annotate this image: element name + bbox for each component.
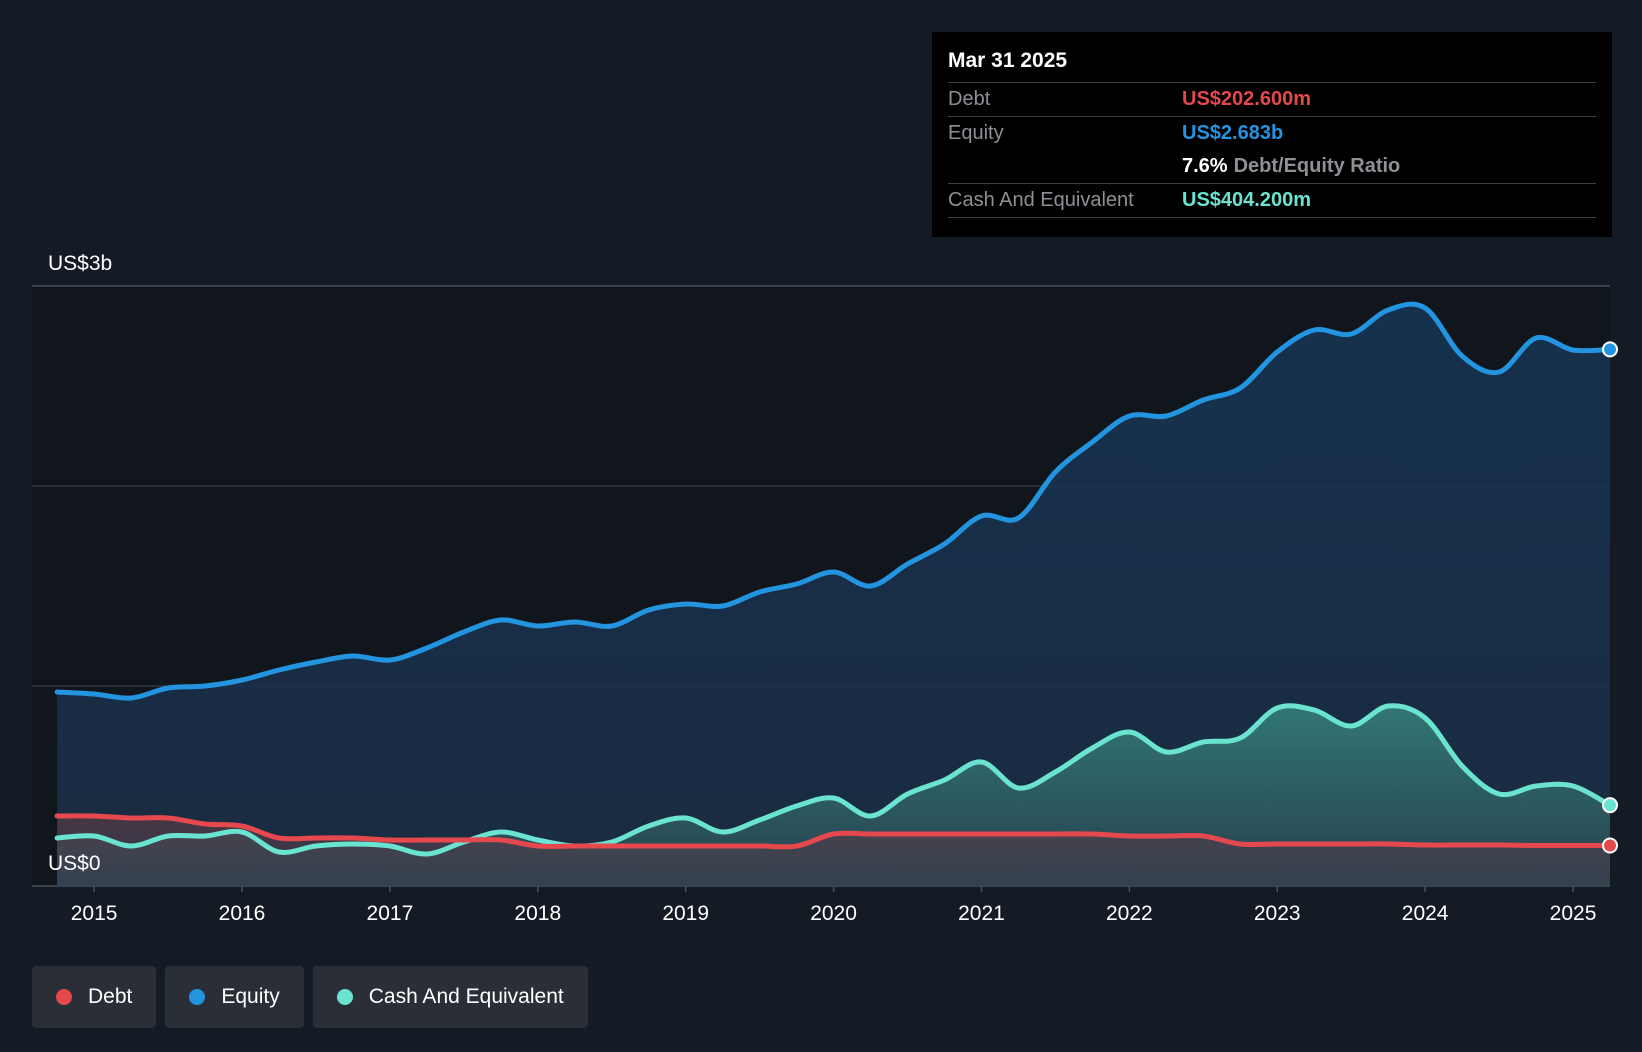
debt-line [54, 813, 1613, 850]
debt-dot-icon [56, 989, 72, 1005]
tooltip-cash-row: Cash And Equivalent US$404.200m [948, 184, 1596, 218]
equity-dot-icon [189, 989, 206, 1005]
x-tick-label: 2024 [1402, 902, 1449, 925]
x-axis-ticks: 2015 2016 2017 2018 2019 2020 2021 2022 2023 2024… [71, 886, 1597, 925]
y-axis-bottom-label: US$0 [48, 852, 101, 875]
debt-area [57, 815, 1611, 886]
tooltip-date: Mar 31 2025 [948, 46, 1596, 83]
x-tick-label: 2017 [367, 902, 414, 925]
equity-end-marker [1602, 341, 1618, 358]
series-lines [54, 301, 1613, 857]
tooltip-equity-label: Equity [948, 122, 1004, 144]
legend-label-equity: Equity [221, 985, 280, 1008]
legend-label-cash: Cash And Equivalent [368, 985, 564, 1008]
legend-item-cash[interactable]: Cash And Equivalent [312, 966, 588, 1028]
tooltip-equity-row: Equity US$2.683b [948, 117, 1596, 150]
chart-legend: Debt Equity Cash And Equivalent [32, 966, 588, 1028]
tooltip-cash-label: Cash And Equivalent [948, 189, 1134, 211]
cash-dot-icon [336, 989, 353, 1005]
x-tick-label: 2023 [1254, 902, 1301, 925]
x-tick-label: 2022 [1106, 902, 1153, 925]
x-tick-label: 2021 [958, 902, 1005, 925]
cash-line [54, 703, 1613, 857]
x-tick-label: 2016 [219, 902, 266, 925]
legend-item-equity[interactable]: Equity [165, 966, 304, 1028]
tooltip-cash-value: US$404.200m [1182, 189, 1311, 211]
tooltip-ratio-row: 7.6% Debt/Equity Ratio [948, 150, 1596, 184]
legend-label-debt: Debt [88, 985, 133, 1008]
equity-line [54, 301, 1613, 701]
debt-end-marker [1602, 837, 1618, 854]
x-tick-label: 2020 [810, 902, 857, 925]
cash-end-marker [1602, 797, 1618, 814]
tooltip-debt-label: Debt [948, 88, 991, 110]
data-tooltip: Mar 31 2025 Debt US$202.600m Equity US$2… [932, 32, 1612, 237]
tooltip-debt-value: US$202.600m [1182, 88, 1311, 110]
tooltip-ratio-label: Debt/Equity Ratio [1233, 155, 1401, 177]
x-tick-label: 2025 [1550, 902, 1597, 925]
legend-item-debt[interactable]: Debt [32, 966, 157, 1028]
tooltip-ratio-value: 7.6% [1182, 155, 1228, 177]
x-tick-label: 2019 [662, 902, 709, 925]
tooltip-equity-value: US$2.683b [1182, 122, 1284, 144]
y-axis-top-label: US$3b [48, 252, 112, 275]
x-tick-label: 2018 [514, 902, 561, 925]
tooltip-debt-row: Debt US$202.600m [948, 83, 1596, 117]
end-markers [1602, 341, 1618, 854]
x-tick-label: 2015 [71, 902, 118, 925]
